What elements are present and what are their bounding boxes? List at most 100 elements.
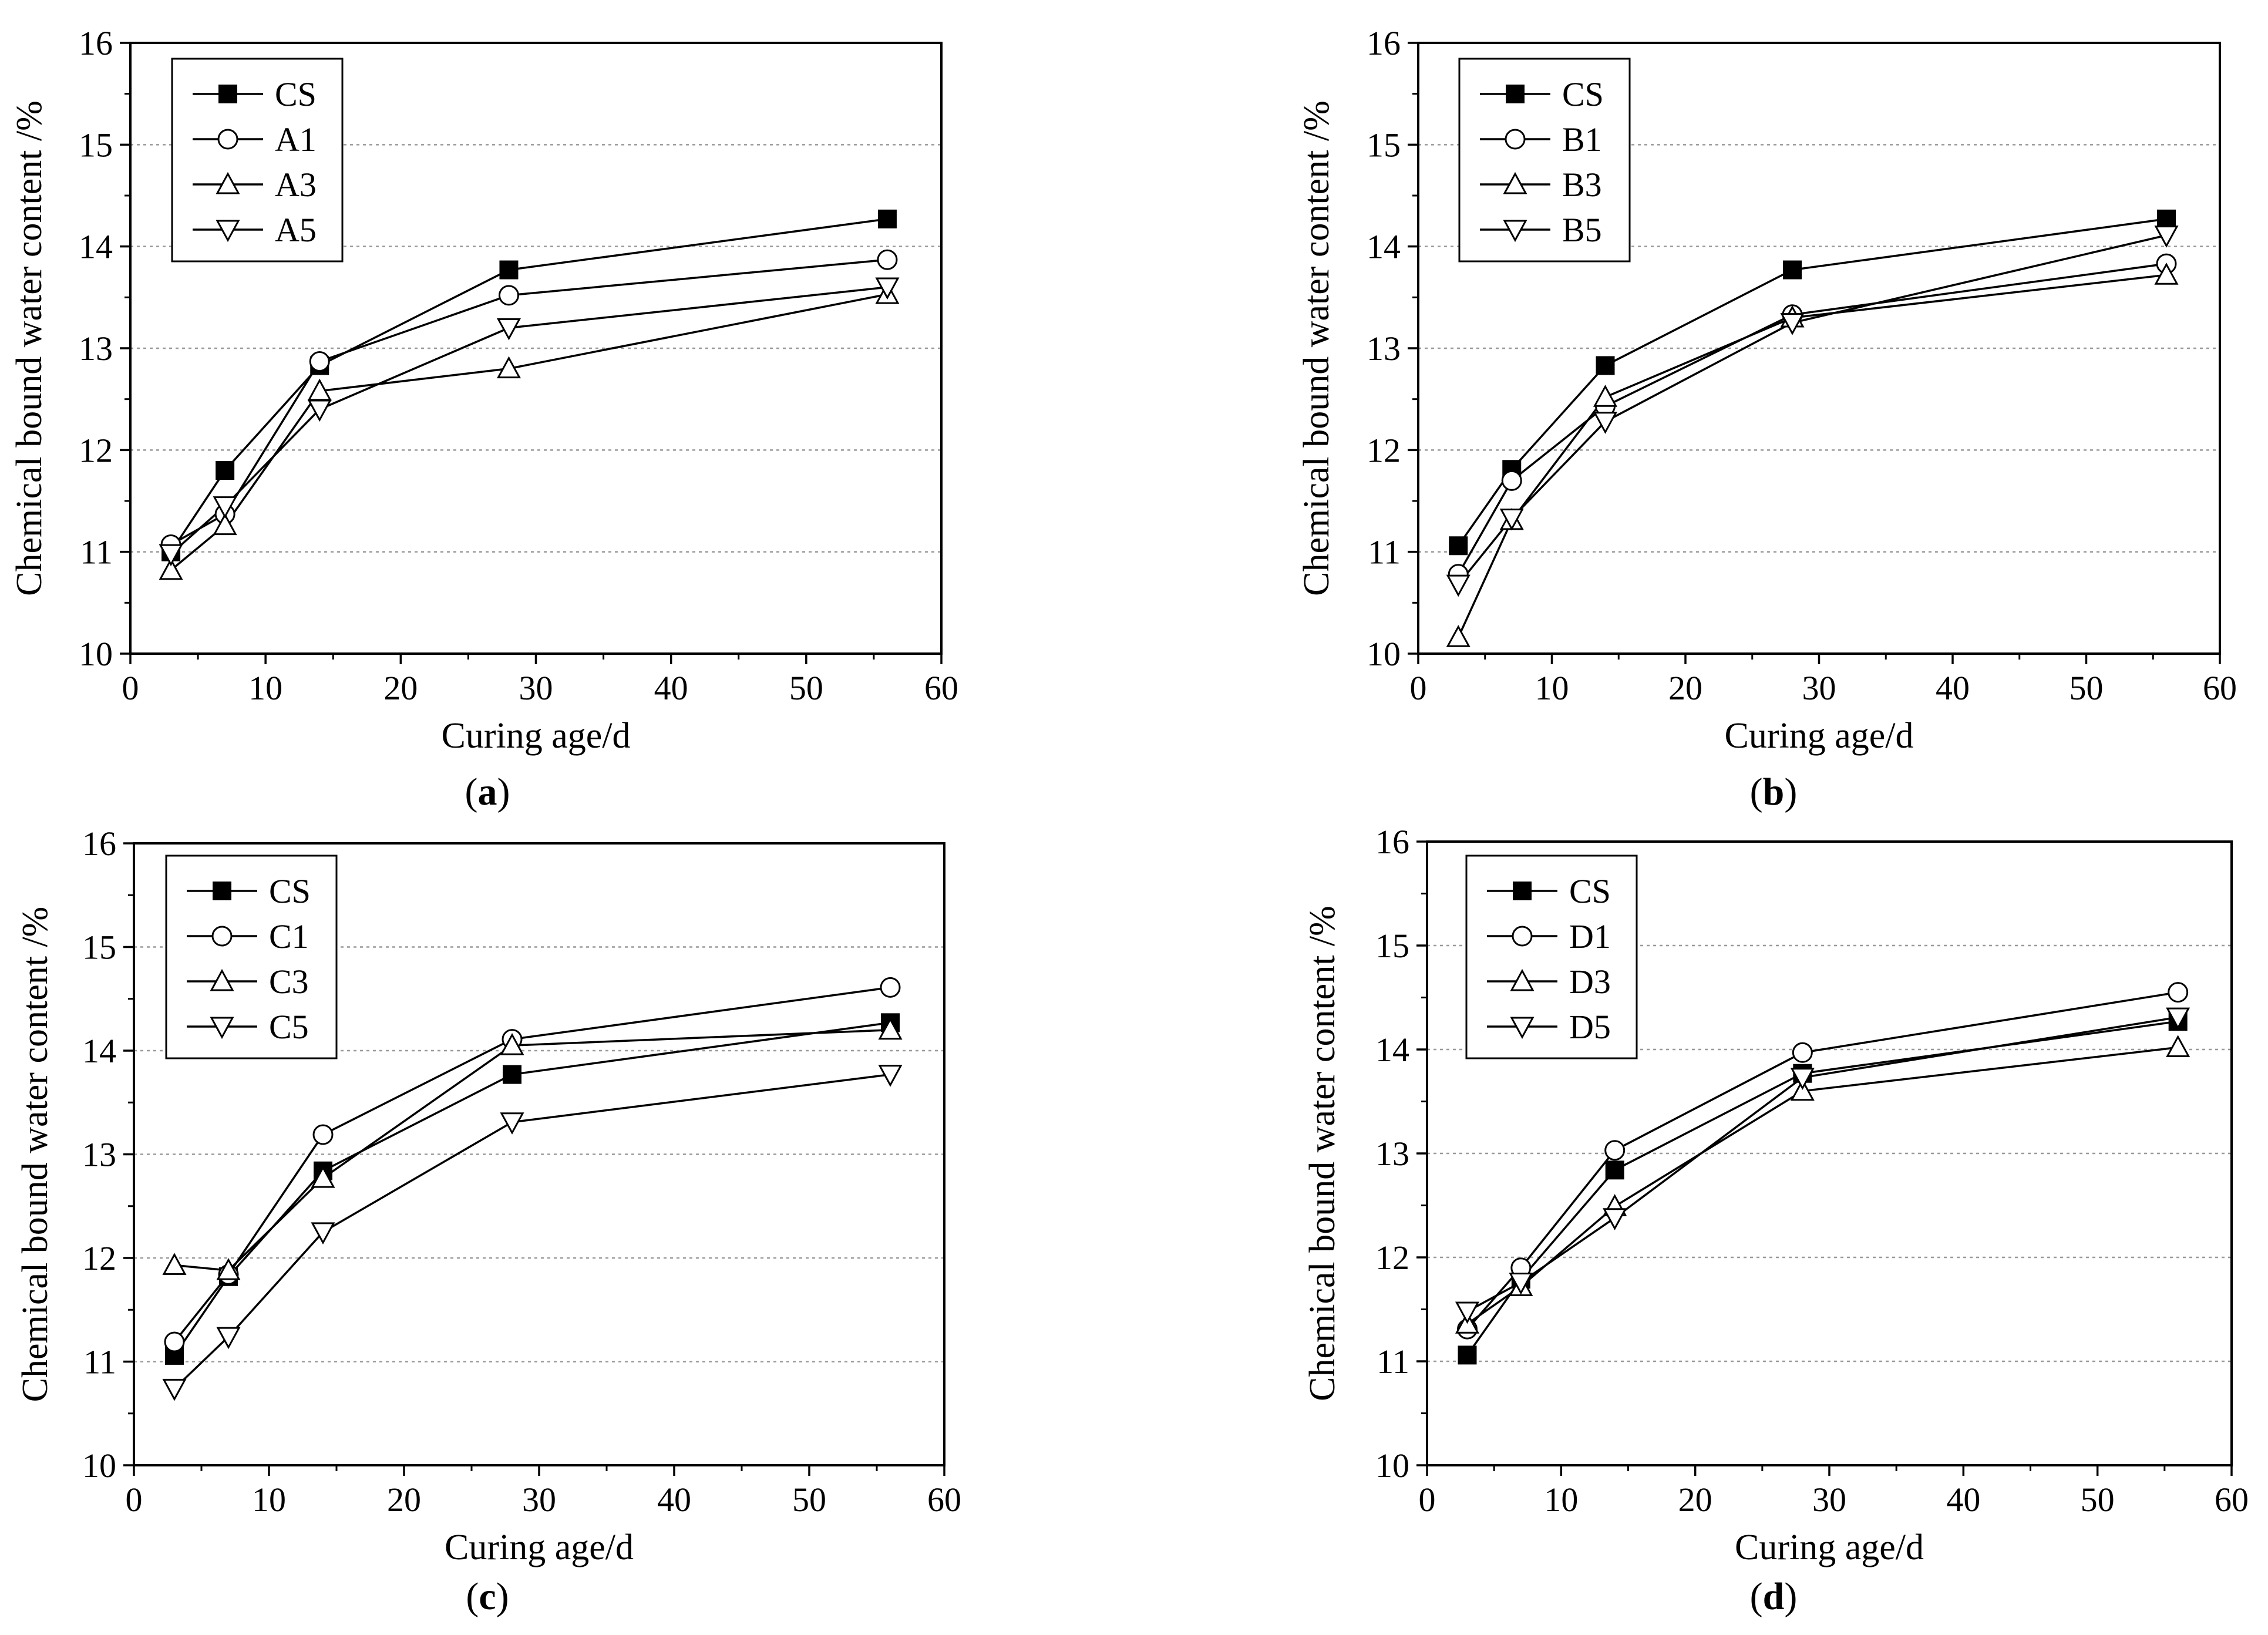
chart-b-series-B3-point-4 — [2154, 263, 2179, 285]
chart-a-x-axis-label: Curing age/d — [442, 716, 631, 756]
chart-b-x-axis-label: Curing age/d — [1725, 716, 1914, 756]
chart-c-legend-marker-C3 — [210, 968, 234, 991]
chart-b-legend-label-B5: B5 — [1562, 211, 1602, 249]
chart-c-series-C1-point-0 — [164, 1331, 185, 1353]
chart-b-series-B5-point-2 — [1593, 412, 1618, 434]
chart-b-series-B1-point-1 — [1501, 470, 1522, 491]
chart-c-series-C5-line — [173, 1073, 891, 1390]
chart-b-caption-open: ( — [1750, 771, 1763, 813]
chart-a-y-axis-label: Chemical bound water content /% — [9, 100, 49, 596]
chart-d-caption-close: ) — [1784, 1575, 1797, 1618]
chart-a-y-tick-label-1: 11 — [80, 533, 113, 571]
chart-a-legend-marker-A3 — [216, 171, 240, 194]
chart-a-y-tick-label-6: 16 — [79, 24, 113, 62]
chart-d-series-D3-point-3 — [1790, 1078, 1815, 1101]
chart-b-y-tick-label-0: 10 — [1367, 635, 1401, 673]
chart-d-series-D5-point-2 — [1603, 1208, 1627, 1230]
chart-b-x-tick-label-1: 10 — [1535, 669, 1569, 707]
chart-d-legend-label-CS: CS — [1569, 872, 1611, 910]
chart-b-y-axis-label: Chemical bound water content /% — [1297, 100, 1337, 596]
chart-b-y-tick-label-6: 16 — [1367, 24, 1401, 62]
chart-b-series-B5-point-0 — [1446, 574, 1471, 597]
chart-d-series-D3-point-4 — [2166, 1035, 2190, 1057]
chart-c-legend-label-C5: C5 — [269, 1008, 309, 1046]
chart-a-x-tick-label-3: 30 — [519, 669, 553, 707]
chart-b-y-tick-label-5: 15 — [1367, 126, 1401, 164]
chart-d-series-D5-point-4 — [2166, 1007, 2190, 1030]
chart-c-series-C3-point-3 — [500, 1033, 524, 1055]
chart-b-caption-letter: b — [1763, 771, 1785, 813]
chart-a-series-A3-line — [170, 293, 888, 571]
chart-a-series-A3-point-1 — [213, 513, 237, 536]
chart-c-legend-label-C3: C3 — [269, 963, 309, 1001]
chart-d-caption-letter: d — [1763, 1575, 1785, 1618]
chart-a-series-A5-point-4 — [875, 277, 900, 300]
chart-a-x-tick-label-0: 0 — [122, 669, 139, 707]
chart-c-y-tick-label-5: 15 — [82, 928, 116, 967]
chart-b-caption-close: ) — [1784, 771, 1797, 813]
chart-c-legend-box — [165, 854, 338, 1059]
chart-c-y-tick-label-0: 10 — [82, 1446, 116, 1485]
chart-c-x-tick-label-5: 50 — [792, 1481, 826, 1519]
chart-c-legend-marker-CS — [213, 882, 231, 900]
chart-d-legend-marker-D3 — [1510, 968, 1535, 991]
chart-c-series-C3-point-2 — [311, 1165, 335, 1188]
chart-d-series-D5-point-3 — [1790, 1068, 1815, 1090]
chart-b-series-B1-line — [1457, 263, 2167, 575]
chart-c-y-tick-label-4: 14 — [82, 1032, 116, 1070]
chart-a-series-A1-line — [170, 258, 888, 546]
chart-d-legend-label-D1: D1 — [1569, 917, 1611, 956]
chart-c-series-C1-point-4 — [880, 977, 901, 998]
chart-c-x-tick-label-3: 30 — [522, 1481, 556, 1519]
chart-b-caption: (b) — [1750, 771, 1798, 813]
chart-c-series-C3-point-0 — [162, 1253, 187, 1275]
chart-c-series-C5-point-3 — [500, 1112, 524, 1135]
chart-b-series-CS-point-0 — [1449, 536, 1468, 556]
chart-a-legend-label-A1: A1 — [275, 120, 317, 159]
chart-b-y-tick-label-3: 13 — [1367, 329, 1401, 368]
chart-d-x-axis-label: Curing age/d — [1735, 1528, 1924, 1567]
chart-c-legend-label-C1: C1 — [269, 917, 309, 956]
chart-d-y-tick-label-0: 10 — [1375, 1446, 1409, 1485]
chart-a-legend-box — [171, 58, 344, 263]
chart-a-caption-open: ( — [465, 771, 478, 813]
chart-c-x-tick-label-6: 60 — [927, 1481, 961, 1519]
chart-d-y-axis-label: Chemical bound water content /% — [1303, 906, 1342, 1401]
chart-a-series-A1-point-3 — [498, 285, 519, 306]
chart-a-legend-label-A3: A3 — [275, 166, 317, 204]
chart-d-series-CS-point-0 — [1458, 1345, 1477, 1365]
chart-d-legend: CS D1 D3 D5 — [1465, 854, 1638, 1059]
chart-c-series-C5-point-1 — [216, 1327, 241, 1350]
chart-a-y-tick-label-4: 14 — [79, 228, 113, 266]
chart-b-series-CS-point-3 — [1783, 260, 1802, 280]
chart-d-series-D1-point-4 — [2168, 982, 2189, 1003]
chart-a-legend-marker-A5 — [216, 220, 240, 243]
chart-d-series-CS-point-2 — [1605, 1160, 1624, 1180]
chart-b-legend-label-CS: CS — [1562, 75, 1604, 113]
chart-a-series-A1-point-2 — [309, 351, 330, 372]
chart-b-series-B3-line — [1457, 274, 2167, 638]
chart-d-series-D1-point-2 — [1604, 1140, 1626, 1161]
chart-a-legend-marker-A1 — [217, 129, 238, 150]
chart-c-caption-letter: c — [479, 1575, 496, 1618]
chart-b-legend-marker-B3 — [1503, 171, 1527, 194]
chart-d-caption: (d) — [1750, 1575, 1798, 1618]
chart-c-x-tick-label-4: 40 — [657, 1481, 691, 1519]
chart-c-legend: CS C1 C3 C5 — [165, 854, 338, 1059]
chart-c-x-axis-label: Curing age/d — [445, 1528, 634, 1567]
chart-d-legend-marker-CS — [1513, 882, 1532, 900]
chart-a-x-tick-label-6: 60 — [924, 669, 958, 707]
chart-c-x-tick-label-0: 0 — [126, 1481, 143, 1519]
chart-d-legend-box — [1465, 854, 1638, 1059]
chart-c-caption-open: ( — [466, 1575, 479, 1618]
chart-d-x-tick-label-0: 0 — [1419, 1481, 1436, 1519]
chart-d-x-tick-label-2: 20 — [1678, 1481, 1712, 1519]
chart-a-legend-label-CS: CS — [275, 75, 317, 113]
chart-b-series-B3-point-2 — [1593, 385, 1618, 407]
chart-c-y-tick-label-3: 13 — [82, 1136, 116, 1174]
chart-d-series-D3-line — [1466, 1046, 2178, 1325]
chart-d-y-tick-label-2: 12 — [1375, 1239, 1409, 1277]
chart-d-caption-open: ( — [1750, 1575, 1763, 1618]
